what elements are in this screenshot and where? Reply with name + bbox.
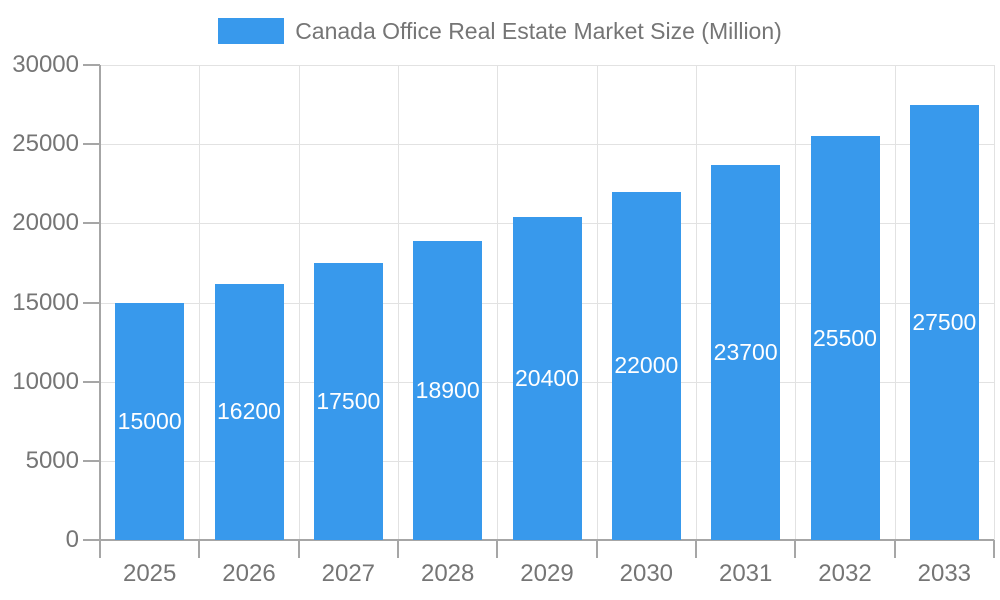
y-tick-label: 30000: [12, 51, 79, 78]
x-tick-mark: [397, 540, 399, 558]
y-tick-mark: [83, 380, 100, 383]
x-tick-label: 2030: [619, 560, 674, 587]
legend-swatch: [218, 18, 285, 44]
y-tick-mark: [83, 222, 100, 225]
y-tick-label: 10000: [12, 367, 79, 395]
y-tick-mark: [83, 301, 100, 304]
y-tick-mark: [83, 459, 100, 462]
bar-value-label: 25500: [813, 324, 877, 351]
y-tick-label: 25000: [12, 130, 79, 158]
y-tick-label: 5000: [25, 446, 79, 474]
horizontal-gridline: [100, 65, 994, 66]
bar-value-label: 22000: [614, 352, 679, 379]
x-tick-label: 2033: [917, 560, 972, 587]
y-tick-label: 20000: [12, 209, 79, 237]
y-tick-label: 0: [65, 526, 79, 553]
bar: 20400: [512, 217, 582, 540]
bar: 17500: [313, 262, 383, 540]
x-tick-mark: [695, 540, 697, 558]
vertical-gridline: [994, 65, 995, 540]
horizontal-gridline: [100, 144, 994, 146]
x-tick-mark: [297, 540, 300, 558]
bar-value-label: 15000: [117, 407, 182, 434]
vertical-gridline: [596, 65, 598, 540]
y-tick-mark: [83, 143, 100, 146]
legend[interactable]: Canada Office Real Estate Market Size (M…: [0, 17, 1000, 45]
bar: 25500: [810, 136, 880, 540]
x-tick-label: 2031: [718, 560, 773, 587]
bar-value-label: 20400: [515, 365, 579, 391]
x-tick-label: 2025: [122, 560, 177, 587]
vertical-gridline: [298, 65, 300, 540]
x-tick-mark: [794, 540, 797, 558]
vertical-gridline: [894, 65, 896, 540]
x-tick-label: 2032: [818, 560, 872, 587]
y-tick-label: 15000: [12, 288, 79, 316]
vertical-gridline: [398, 65, 399, 540]
x-tick-mark: [496, 540, 499, 558]
bar-value-label: 27500: [912, 308, 977, 335]
x-tick-label: 2027: [321, 560, 376, 587]
x-tick-label: 2026: [222, 560, 276, 587]
bar: 22000: [611, 191, 681, 540]
y-axis-line: [99, 65, 101, 558]
bar-value-label: 17500: [316, 387, 381, 414]
bar: 23700: [711, 164, 781, 540]
vertical-gridline: [199, 65, 201, 540]
y-tick-mark: [83, 539, 100, 541]
x-tick-mark: [893, 540, 896, 558]
bar-value-label: 23700: [713, 338, 778, 365]
vertical-gridline: [497, 65, 499, 540]
x-axis-line: [99, 539, 994, 541]
vertical-gridline: [795, 65, 797, 540]
x-tick-mark: [198, 540, 201, 558]
bar-value-label: 16200: [217, 398, 281, 425]
vertical-gridline: [696, 65, 697, 540]
x-tick-label: 2028: [420, 560, 475, 587]
bar: 27500: [909, 104, 979, 540]
x-tick-mark: [993, 540, 995, 558]
legend-label: Canada Office Real Estate Market Size (M…: [295, 17, 782, 44]
bar-value-label: 18900: [415, 376, 480, 403]
bar: 15000: [115, 302, 185, 540]
bar: 18900: [413, 240, 483, 540]
x-tick-label: 2029: [520, 560, 574, 587]
bar: 16200: [214, 283, 284, 540]
x-tick-mark: [595, 540, 598, 558]
y-tick-mark: [83, 64, 100, 66]
